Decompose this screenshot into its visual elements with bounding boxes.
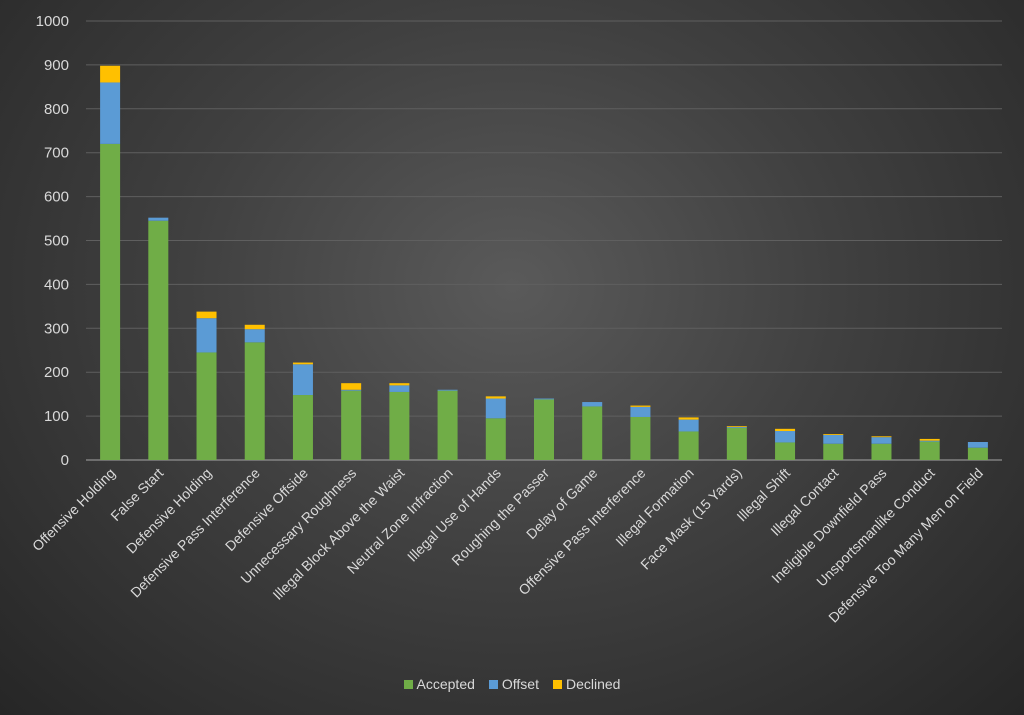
- y-tick-label: 600: [44, 189, 69, 206]
- bar-offset-9: [534, 398, 554, 400]
- y-tick-label: 0: [61, 452, 69, 469]
- bar-accepted-1: [148, 220, 169, 460]
- legend-item-declined: Declined: [552, 676, 621, 692]
- bar-declined-11: [630, 405, 651, 407]
- bar-accepted-9: [534, 399, 554, 460]
- bar-accepted-8: [485, 418, 506, 460]
- x-tick-label: Offensive Holding: [29, 465, 118, 554]
- legend-swatch-accepted: [403, 679, 413, 689]
- bar-accepted-4: [292, 395, 313, 460]
- bar-offset-0: [100, 82, 121, 144]
- legend-item-accepted: Accepted: [403, 676, 475, 692]
- y-tick-label: 900: [44, 57, 69, 74]
- bar-declined-15: [823, 434, 844, 435]
- bar-declined-14: [775, 428, 796, 432]
- y-tick-label: 100: [44, 408, 69, 425]
- bar-declined-3: [244, 324, 265, 330]
- bar-declined-8: [485, 396, 506, 399]
- bar-accepted-11: [630, 416, 651, 460]
- bar-accepted-0: [100, 143, 121, 461]
- legend: Accepted Offset Declined: [0, 676, 1024, 692]
- bar-offset-12: [678, 419, 699, 432]
- bar-offset-11: [630, 406, 651, 417]
- y-tick-label: 500: [44, 233, 69, 250]
- legend-swatch-declined: [552, 679, 562, 689]
- bar-offset-4: [292, 364, 313, 396]
- bar-accepted-6: [389, 391, 410, 460]
- bar-offset-16: [871, 437, 892, 444]
- y-tick-label: 1000: [36, 13, 69, 30]
- y-tick-label: 400: [44, 276, 69, 293]
- bar-declined-0: [100, 65, 121, 83]
- bar-declined-13: [726, 426, 747, 428]
- bar-offset-7: [437, 389, 458, 391]
- bar-offset-8: [485, 398, 506, 419]
- bar-offset-2: [196, 318, 217, 353]
- bar-accepted-17: [919, 441, 940, 460]
- bar-accepted-16: [871, 443, 892, 460]
- bar-offset-3: [244, 329, 265, 343]
- bar-declined-6: [389, 383, 410, 386]
- gridlines: [86, 20, 1002, 461]
- legend-swatch-offset: [488, 679, 498, 689]
- bar-offset-5: [341, 389, 362, 391]
- x-tick-label: Illegal Use of Hands: [404, 465, 504, 565]
- bar-accepted-10: [582, 406, 603, 460]
- bar-declined-12: [678, 417, 699, 420]
- bar-offset-6: [389, 385, 410, 392]
- legend-item-offset: Offset: [488, 676, 539, 692]
- y-tick-label: 300: [44, 320, 69, 337]
- bar-offset-1: [148, 217, 169, 221]
- bar-accepted-2: [196, 352, 217, 460]
- bar-accepted-5: [341, 390, 362, 460]
- y-tick-label: 200: [44, 364, 69, 381]
- legend-label-accepted: Accepted: [416, 676, 475, 692]
- bar-accepted-7: [437, 390, 458, 460]
- y-tick-label: 800: [44, 101, 69, 118]
- bar-declined-4: [292, 362, 313, 365]
- legend-label-declined: Declined: [565, 676, 621, 692]
- bar-offset-18: [967, 442, 988, 448]
- bar-offset-13: [726, 427, 747, 428]
- bar-declined-17: [919, 438, 940, 441]
- bar-accepted-14: [775, 442, 796, 460]
- bar-accepted-13: [726, 427, 747, 460]
- bar-declined-5: [341, 383, 362, 390]
- bar-accepted-18: [967, 447, 988, 460]
- bar-offset-15: [823, 434, 844, 444]
- bar-accepted-15: [823, 443, 844, 460]
- bar-declined-2: [196, 311, 217, 319]
- x-tick-label: Defensive Holding: [123, 465, 215, 557]
- legend-label-offset: Offset: [501, 676, 539, 692]
- bar-offset-14: [775, 431, 796, 443]
- bar-accepted-3: [244, 342, 265, 460]
- y-tick-label: 700: [44, 145, 69, 162]
- bar-declined-16: [871, 436, 892, 438]
- bar-accepted-12: [678, 431, 699, 460]
- y-axis: 0 100 200 300 400 500 600 700 800 900 1000: [36, 13, 69, 469]
- bar-offset-10: [582, 402, 603, 407]
- x-tick-label: Defensive Offside: [222, 465, 311, 554]
- bar-stacks: [100, 65, 988, 461]
- bar-offset-17: [919, 440, 940, 442]
